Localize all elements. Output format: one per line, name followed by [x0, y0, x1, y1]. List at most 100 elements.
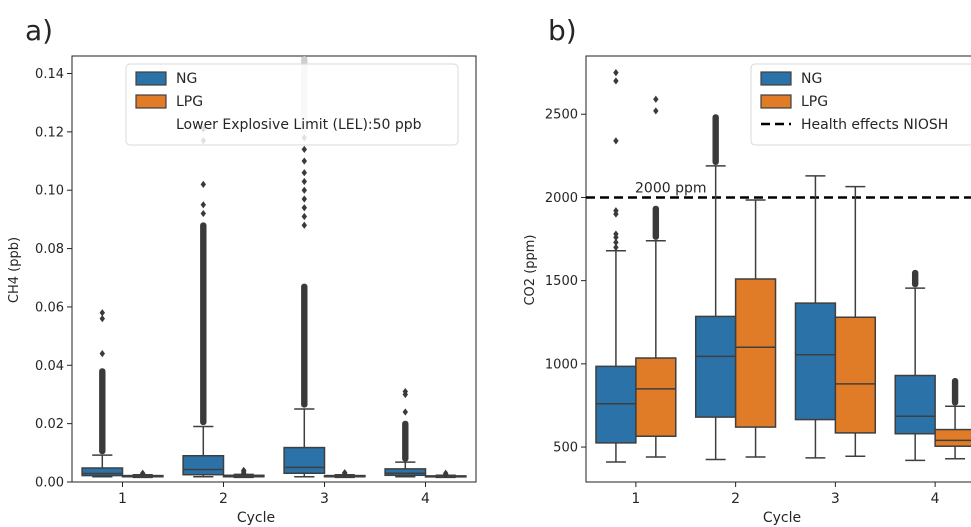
outlier-cluster: [951, 377, 959, 406]
outlier-point: [653, 95, 659, 103]
a-ytick-label: 0.00: [35, 476, 64, 491]
outlier-point: [301, 177, 307, 186]
outlier-point: [99, 350, 105, 358]
outlier-cluster: [402, 420, 409, 462]
outlier-point: [140, 469, 146, 477]
b-xtick-label: 2: [731, 491, 740, 507]
a-ytick-label: 0.10: [35, 184, 64, 199]
b-ytick-label: 1500: [545, 274, 578, 289]
outlier-cluster: [301, 283, 308, 408]
box-iqr: [635, 357, 677, 437]
outlier-point: [99, 309, 105, 317]
a-ytick-label: 0.02: [35, 417, 64, 432]
outlier-point: [613, 207, 619, 215]
a-box-ng-cycle-2: [182, 125, 225, 478]
b-xtick-label: 1: [631, 491, 640, 507]
b-box-lpg-cycle-2: [734, 199, 777, 458]
box-iqr: [934, 428, 971, 447]
a-xtick-label: 2: [219, 491, 228, 507]
outlier-point: [613, 230, 619, 238]
outlier-cluster: [200, 222, 207, 426]
b-ytick-label: 1000: [545, 357, 578, 372]
outlier-point: [653, 107, 659, 115]
b-reference-label: 2000 ppm: [635, 180, 707, 196]
panel-b-ylabel: CO2 (ppm): [523, 234, 538, 305]
outlier-point: [301, 186, 307, 194]
outlier-point: [99, 315, 105, 323]
outlier-point: [443, 469, 449, 477]
outlier-point: [402, 408, 408, 416]
a-ytick-label: 0.12: [35, 125, 64, 140]
a-box-ng-cycle-4: [384, 387, 427, 478]
b-box-lpg-cycle-3: [834, 185, 877, 457]
b-legend-swatch-lpg: [760, 94, 792, 109]
outlier-point: [301, 195, 307, 203]
outlier-point: [200, 180, 206, 188]
panel-a-xlabel: Cycle: [237, 510, 275, 526]
outlier-point: [200, 201, 206, 209]
outlier-point: [613, 243, 619, 251]
box-iqr: [81, 467, 124, 477]
b-box-ng-cycle-2: [694, 114, 737, 461]
box-iqr: [834, 316, 877, 434]
b-ytick-label: 500: [553, 441, 578, 456]
b-box-lpg-cycle-4: [934, 377, 971, 460]
a-box-ng-cycle-1: [81, 309, 124, 478]
a-xtick-label: 4: [421, 491, 430, 507]
outlier-point: [301, 221, 307, 229]
box-iqr: [694, 315, 737, 418]
a-legend-label: Lower Explosive Limit (LEL):50 ppb: [176, 117, 422, 133]
a-box-lpg-cycle-1: [121, 469, 164, 479]
outlier-point: [613, 238, 619, 246]
a-box-lpg-cycle-2: [222, 466, 265, 479]
box-iqr: [384, 468, 427, 477]
b-ytick-label: 2500: [545, 108, 578, 123]
panel-b-plot-area: 500 1000 1500 2000 2500 1 2 3 4 2000 ppm: [545, 55, 971, 507]
a-ytick-label: 0.04: [35, 359, 64, 374]
a-box-lpg-cycle-3: [323, 469, 366, 479]
outlier-cluster: [712, 114, 719, 165]
b-legend-label: NG: [801, 71, 822, 87]
panel-a-legend: NG LPG Lower Explosive Limit (LEL):50 ppb: [125, 63, 459, 146]
outlier-point: [200, 209, 206, 218]
box-iqr: [595, 365, 637, 444]
outlier-point: [613, 69, 619, 77]
a-legend-label: LPG: [176, 94, 203, 110]
b-legend-label: LPG: [801, 94, 828, 110]
panel-a-ylabel: CH4 (ppb): [7, 237, 22, 303]
outlier-point: [402, 387, 408, 396]
outlier-point: [301, 157, 307, 165]
outlier-cluster: [652, 205, 660, 240]
outlier-cluster: [911, 269, 919, 288]
a-xtick-label: 1: [118, 491, 127, 507]
b-xtick-label: 4: [931, 491, 940, 507]
a-box-lpg-cycle-4: [424, 469, 467, 479]
box-iqr: [182, 454, 225, 476]
panel-b-label: b): [548, 14, 577, 47]
box-iqr: [734, 278, 777, 428]
b-xtick-label: 3: [831, 491, 840, 507]
outlier-point: [301, 145, 307, 153]
panel-b-legend: NG LPG Health effects NIOSH: [750, 63, 971, 146]
b-box-ng-cycle-3: [794, 175, 837, 459]
outlier-point: [241, 466, 247, 474]
a-xtick-label: 3: [320, 491, 329, 507]
box-iqr: [794, 302, 837, 421]
a-legend-swatch-lpg: [135, 94, 167, 109]
panel-b-xlabel: Cycle: [763, 510, 801, 526]
b-legend-swatch-ng: [760, 71, 792, 86]
outlier-point: [613, 137, 619, 145]
outlier-point: [342, 469, 348, 477]
b-legend-label: Health effects NIOSH: [801, 117, 948, 133]
outlier-point: [301, 169, 307, 177]
a-ytick-label: 0.14: [35, 67, 64, 82]
a-legend-frame: [125, 63, 459, 146]
a-ytick-label: 0.08: [35, 242, 64, 257]
a-ytick-label: 0.06: [35, 300, 64, 315]
outlier-point: [613, 77, 619, 85]
outlier-cluster: [99, 368, 106, 455]
panel-a-label: a): [25, 14, 53, 47]
panel-b-co2-chart: b) 500 1000 1500 2000 2500 1 2 3 4 2000 ppm Cycle…: [523, 14, 971, 526]
b-box-lpg-cycle-1: [635, 95, 677, 458]
box-iqr: [283, 446, 326, 474]
